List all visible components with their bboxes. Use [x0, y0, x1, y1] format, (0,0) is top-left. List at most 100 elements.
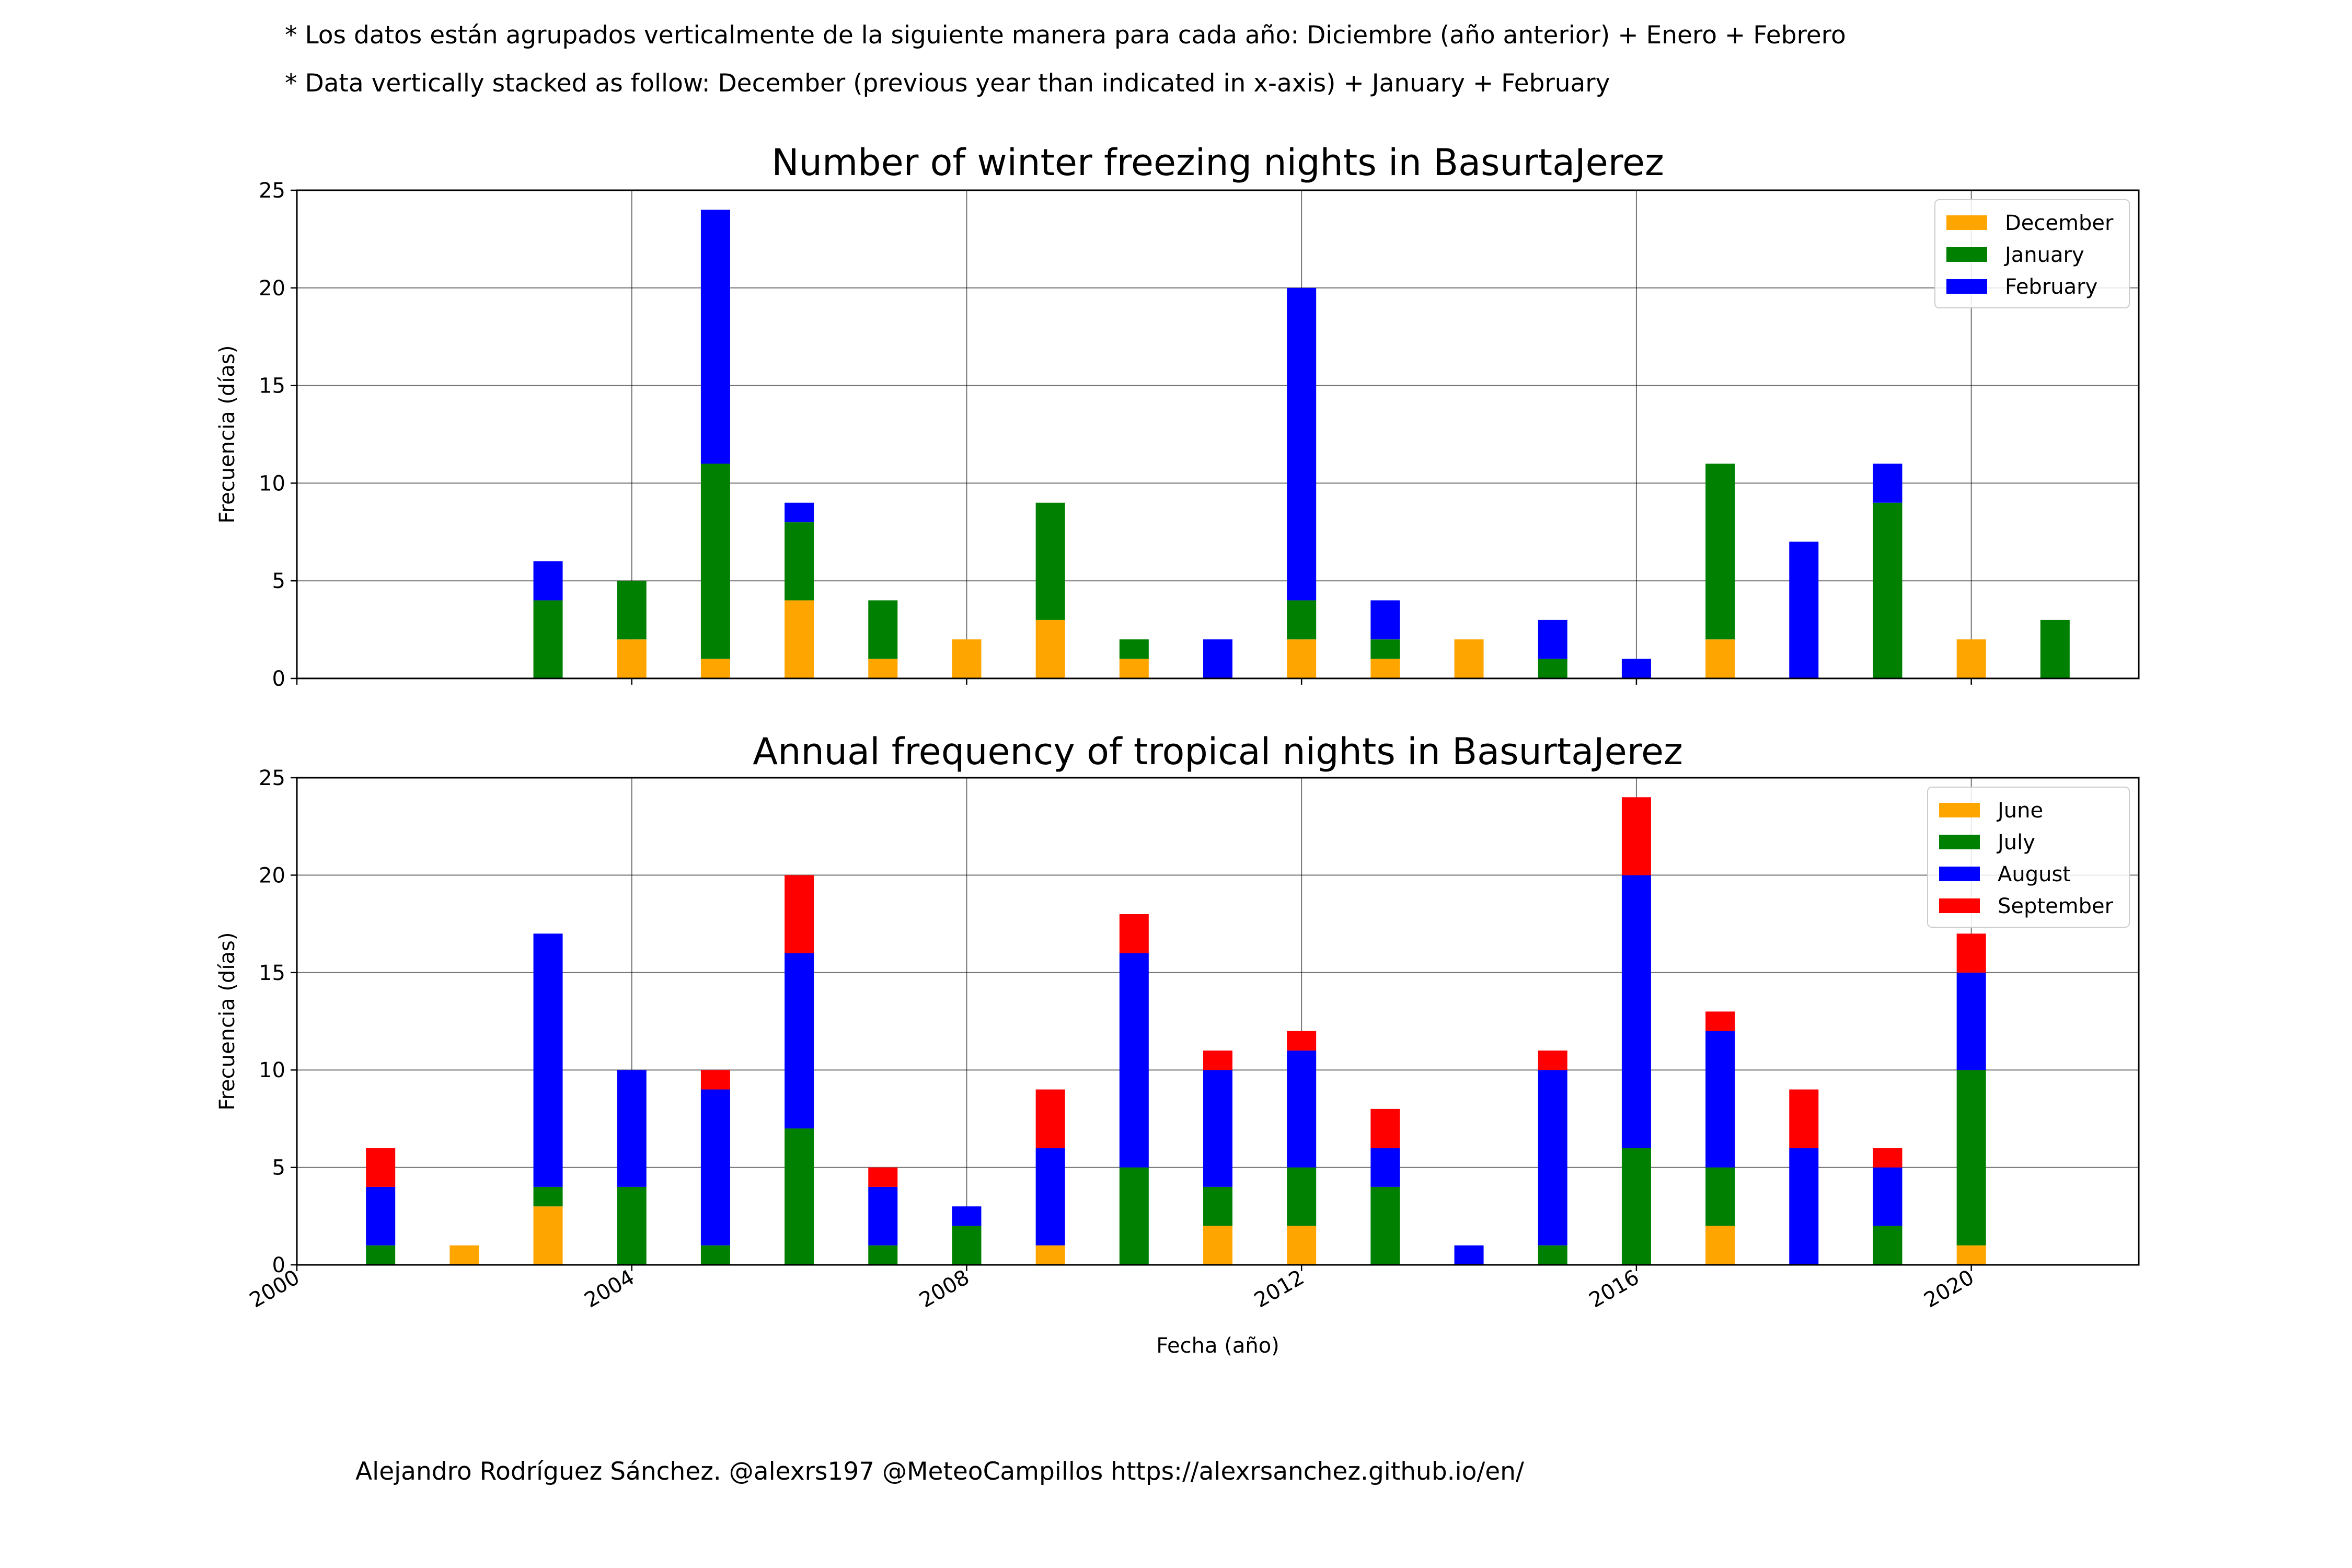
- x-tick-label: 2016: [1585, 1265, 1643, 1313]
- bar-january-2012: [1287, 600, 1317, 640]
- bar-august-2011: [1203, 1070, 1232, 1187]
- bar-december-2017: [1705, 639, 1735, 678]
- plot-frame: [296, 189, 2140, 679]
- bar-december-2008: [952, 639, 982, 678]
- legend-swatch-december: [1946, 215, 1987, 230]
- legend-swatch-july: [1939, 835, 1980, 849]
- bar-september-2001: [366, 1148, 396, 1187]
- bar-december-2009: [1035, 619, 1065, 678]
- bar-january-2009: [1035, 502, 1065, 620]
- bar-june-2003: [533, 1206, 563, 1265]
- y-tick-label: 5: [272, 569, 285, 593]
- bar-december-2004: [617, 639, 647, 678]
- bar-january-2017: [1705, 464, 1735, 640]
- y-tick-label: 10: [259, 471, 285, 495]
- bar-february-2015: [1538, 619, 1567, 659]
- legend-label-january: January: [2003, 243, 2084, 267]
- bar-february-2006: [785, 502, 814, 523]
- bar-february-2003: [533, 561, 563, 601]
- bar-september-2010: [1119, 914, 1149, 953]
- legend-label-september: September: [1998, 894, 2114, 918]
- bar-september-2006: [785, 875, 814, 953]
- legend-swatch-june: [1939, 803, 1980, 817]
- bar-july-2017: [1705, 1167, 1735, 1226]
- bar-june-2012: [1287, 1226, 1317, 1265]
- bar-january-2007: [868, 600, 898, 659]
- y-tick-label: 25: [259, 179, 285, 203]
- y-tick-label: 0: [272, 667, 285, 691]
- bar-february-2013: [1370, 600, 1400, 640]
- bar-august-2010: [1119, 953, 1149, 1168]
- y-tick-label: 25: [259, 766, 285, 790]
- bar-december-2014: [1454, 639, 1484, 678]
- y-tick-label: 5: [272, 1156, 285, 1180]
- bar-june-2011: [1203, 1226, 1232, 1265]
- legend-label-february: February: [2005, 275, 2097, 299]
- bar-september-2017: [1705, 1011, 1735, 1031]
- x-tick-label: 2004: [581, 1265, 639, 1313]
- bar-january-2013: [1370, 639, 1400, 659]
- bar-august-2016: [1621, 875, 1651, 1148]
- y-axis-label: Frecuencia (días): [215, 932, 239, 1111]
- author-credit: Alejandro Rodríguez Sánchez. @alexrs197 …: [355, 1457, 1524, 1486]
- bar-june-2020: [1956, 1245, 1986, 1265]
- bar-august-2014: [1454, 1245, 1484, 1265]
- bar-september-2019: [1873, 1148, 1903, 1168]
- bar-august-2009: [1035, 1148, 1065, 1246]
- bar-december-2012: [1287, 639, 1317, 678]
- bar-august-2012: [1287, 1050, 1317, 1168]
- y-axis-label: Frecuencia (días): [215, 345, 239, 524]
- bar-july-2013: [1370, 1186, 1400, 1265]
- bar-september-2005: [700, 1070, 730, 1090]
- legend-swatch-september: [1939, 898, 1980, 913]
- bar-january-2006: [785, 522, 814, 601]
- y-tick-label: 10: [259, 1058, 285, 1082]
- bar-july-2006: [785, 1128, 814, 1265]
- bar-january-2003: [533, 600, 563, 678]
- bar-august-2008: [952, 1206, 982, 1226]
- bar-september-2007: [868, 1167, 898, 1187]
- bar-august-2020: [1956, 972, 1986, 1070]
- bar-august-2001: [366, 1186, 396, 1246]
- bar-august-2017: [1705, 1031, 1735, 1168]
- bar-february-2019: [1873, 464, 1903, 503]
- legend-label-august: August: [1998, 862, 2071, 886]
- plot-frame: [296, 777, 2140, 1266]
- bar-december-2013: [1370, 659, 1400, 678]
- y-tick-label: 0: [272, 1253, 285, 1277]
- bar-september-2012: [1287, 1031, 1317, 1051]
- bar-july-2012: [1287, 1167, 1317, 1226]
- bar-june-2002: [449, 1245, 479, 1265]
- bar-july-2020: [1956, 1070, 1986, 1246]
- y-tick-label: 20: [259, 863, 285, 887]
- bar-february-2018: [1789, 541, 1819, 678]
- bar-august-2018: [1789, 1148, 1819, 1265]
- bar-september-2020: [1956, 933, 1986, 973]
- bar-july-2003: [533, 1186, 563, 1207]
- x-tick-label: 2012: [1250, 1265, 1308, 1313]
- chart-title: Number of winter freezing nights in Basu…: [771, 141, 1664, 184]
- bar-september-2016: [1621, 797, 1651, 875]
- y-tick-label: 15: [259, 374, 285, 398]
- bar-july-2004: [617, 1186, 647, 1265]
- bar-february-2005: [700, 210, 730, 464]
- bar-january-2004: [617, 581, 647, 640]
- x-tick-label: 2020: [1920, 1265, 1978, 1313]
- bar-august-2006: [785, 953, 814, 1129]
- bar-january-2010: [1119, 639, 1149, 659]
- bar-september-2011: [1203, 1050, 1232, 1070]
- bar-august-2003: [533, 933, 563, 1187]
- bar-august-2013: [1370, 1148, 1400, 1187]
- bar-february-2012: [1287, 287, 1317, 601]
- y-tick-label: 20: [259, 276, 285, 301]
- bar-july-2015: [1538, 1245, 1567, 1265]
- bar-august-2005: [700, 1089, 730, 1246]
- bar-august-2004: [617, 1070, 647, 1187]
- x-axis-label: Fecha (año): [1156, 1334, 1279, 1358]
- y-tick-label: 15: [259, 961, 285, 985]
- legend: June July August September: [1927, 787, 2130, 928]
- legend: December January February: [1934, 199, 2130, 308]
- bar-january-2005: [700, 464, 730, 659]
